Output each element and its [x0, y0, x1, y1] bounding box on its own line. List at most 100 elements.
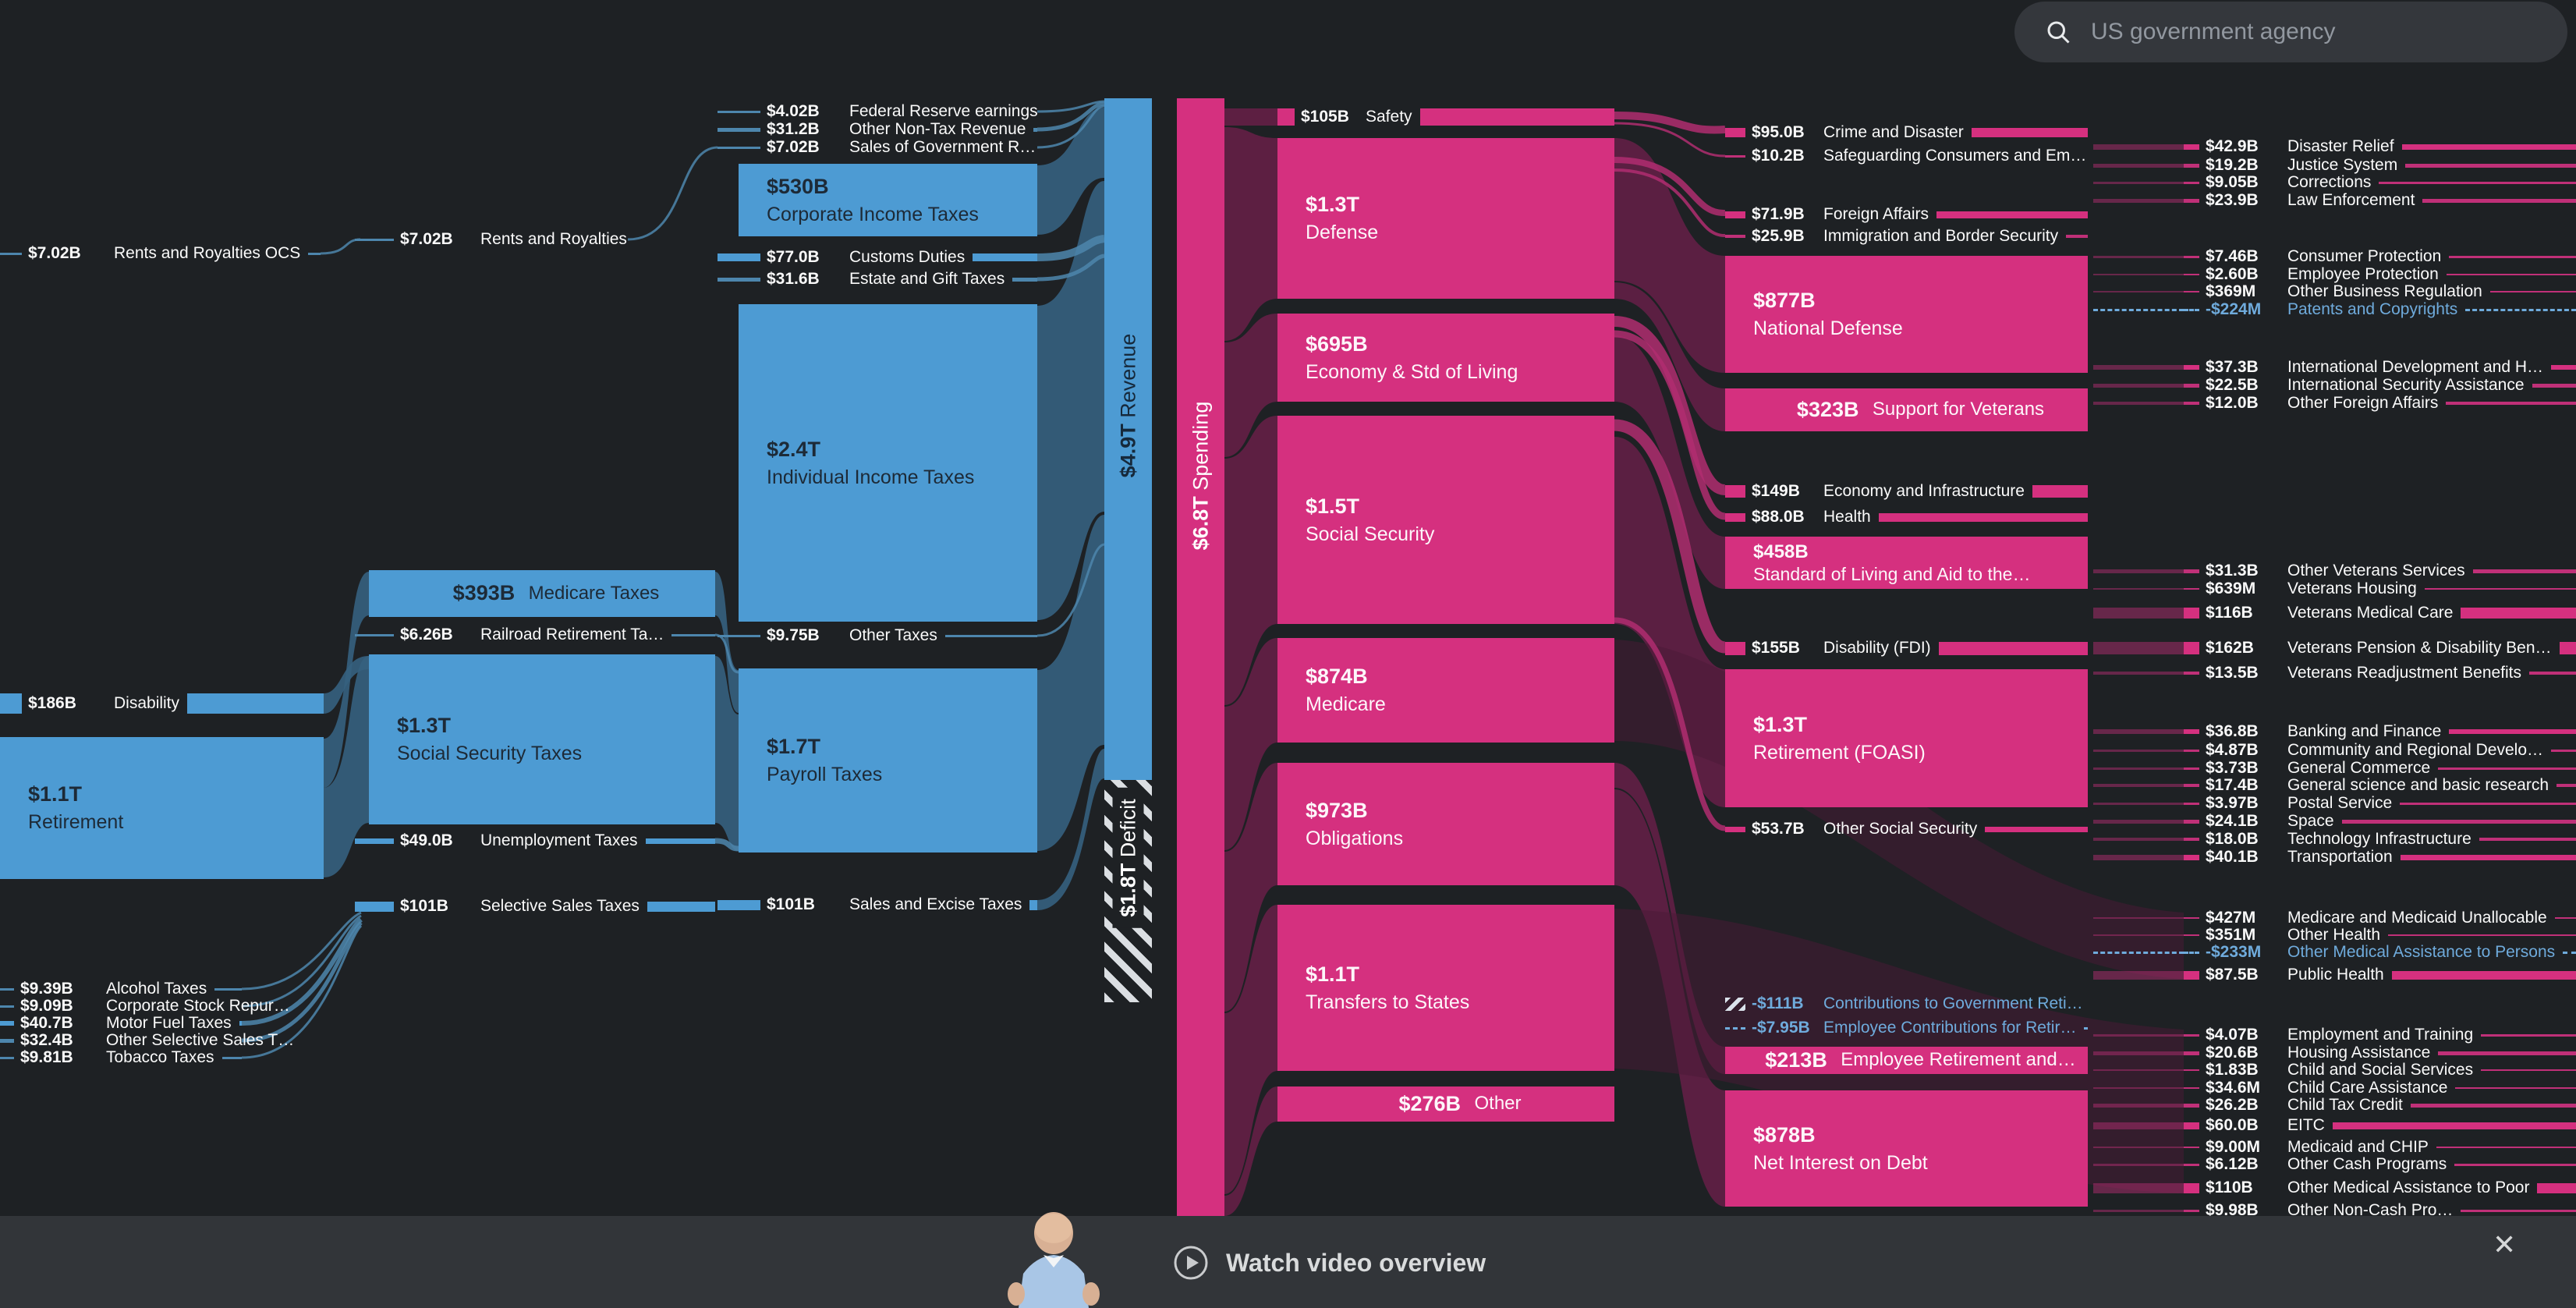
search-input[interactable]: [2089, 18, 2529, 46]
conn-international-development: [2093, 365, 2184, 370]
node-national-defense[interactable]: $877B National Defense: [1725, 256, 2088, 373]
node-federal-reserve-earnings[interactable]: $4.02B Federal Reserve earnings: [718, 100, 1038, 123]
node-patents-and-copyrights[interactable]: -$224M Patents and Copyrights: [2184, 298, 2576, 321]
node-housing-assistance[interactable]: $20.6B Housing Assistance: [2184, 1041, 2576, 1065]
node-other-social-security[interactable]: $53.7B Other Social Security: [1725, 817, 2088, 841]
node-eitc[interactable]: $60.0B EITC: [2184, 1114, 2576, 1137]
node-other-foreign-affairs[interactable]: $12.0B Other Foreign Affairs: [2184, 392, 2576, 415]
node-rents-and-royalties-ocs[interactable]: $7.02B Rents and Royalties OCS: [0, 242, 321, 265]
node-corrections[interactable]: $9.05B Corrections: [2184, 171, 2576, 194]
node-sales-and-excise-taxes[interactable]: $101B Sales and Excise Taxes: [718, 893, 1037, 916]
node-tobacco-taxes[interactable]: $9.81B Tobacco Taxes: [0, 1046, 242, 1069]
node-other-veterans-services[interactable]: $31.3B Other Veterans Services: [2184, 559, 2576, 583]
node-sales-of-government-resources[interactable]: $7.02B Sales of Government R…: [718, 136, 1037, 159]
node-disability-source[interactable]: $186B Disability: [0, 692, 324, 715]
node-other-medical-assistance-to-poor[interactable]: $110B Other Medical Assistance to Poor: [2184, 1176, 2576, 1200]
watch-video-label[interactable]: Watch video overview: [1226, 1248, 1486, 1277]
node-veterans-medical-care[interactable]: $116B Veterans Medical Care: [2184, 601, 2576, 625]
node-transfers-to-states[interactable]: $1.1T Transfers to States: [1277, 905, 1614, 1071]
node-other-spending[interactable]: $276B Other: [1277, 1086, 1614, 1122]
bar-revenue-total[interactable]: $4.9T Revenue: [1104, 98, 1152, 780]
node-retirement-foasi[interactable]: $1.3T Retirement (FOASI): [1725, 669, 2088, 807]
node-technology-infrastructure[interactable]: $18.0B Technology Infrastructure: [2184, 828, 2576, 851]
node-individual-income-taxes[interactable]: $2.4T Individual Income Taxes: [739, 304, 1037, 622]
node-public-health[interactable]: $87.5B Public Health: [2184, 963, 2576, 987]
node-general-science-basic-research[interactable]: $17.4B General science and basic research: [2184, 774, 2576, 797]
node-employment-and-training[interactable]: $4.07B Employment and Training: [2184, 1023, 2576, 1047]
node-law-enforcement[interactable]: $23.9B Law Enforcement: [2184, 189, 2576, 212]
node-net-interest-on-debt[interactable]: $878B Net Interest on Debt: [1725, 1090, 2088, 1207]
node-space[interactable]: $24.1B Space: [2184, 810, 2576, 833]
node-obligations[interactable]: $973B Obligations: [1277, 763, 1614, 885]
node-selective-sales-taxes[interactable]: $101B Selective Sales Taxes: [355, 895, 715, 918]
node-postal-service[interactable]: $3.97B Postal Service: [2184, 792, 2576, 815]
node-employee-protection[interactable]: $2.60B Employee Protection: [2184, 263, 2576, 286]
node-justice-system[interactable]: $19.2B Justice System: [2184, 154, 2576, 177]
bar-deficit-total[interactable]: $1.8T Deficit: [1104, 780, 1152, 1002]
node-child-and-social-services[interactable]: $1.83B Child and Social Services: [2184, 1058, 2576, 1082]
node-employee-retirement[interactable]: $213B Employee Retirement and…: [1725, 1047, 2088, 1074]
veterans-medical-care-value: $116B: [2206, 604, 2253, 622]
node-defense[interactable]: $1.3T Defense: [1277, 138, 1614, 299]
node-social-security-taxes[interactable]: $1.3T Social Security Taxes: [369, 654, 715, 824]
node-motor-fuel-taxes[interactable]: $40.7B Motor Fuel Taxes: [0, 1012, 242, 1035]
node-other-medical-assistance-to-persons[interactable]: -$233M Other Medical Assistance to Person…: [2184, 941, 2576, 964]
node-veterans-readjustment-benefits[interactable]: $13.5B Veterans Readjustment Benefits: [2184, 661, 2576, 685]
search-box[interactable]: [2014, 2, 2567, 62]
node-economy-std-of-living[interactable]: $695B Economy & Std of Living: [1277, 314, 1614, 402]
node-medicare-taxes[interactable]: $393B Medicare Taxes: [369, 570, 715, 617]
node-foreign-affairs[interactable]: $71.9B Foreign Affairs: [1725, 203, 2088, 226]
node-banking-and-finance[interactable]: $36.8B Banking and Finance: [2184, 720, 2576, 743]
node-veterans-housing[interactable]: $639M Veterans Housing: [2184, 577, 2576, 601]
node-retirement[interactable]: $1.1T Retirement: [0, 737, 324, 879]
node-payroll-taxes[interactable]: $1.7T Payroll Taxes: [739, 668, 1037, 853]
node-veterans-pension-disability[interactable]: $162B Veterans Pension & Disability Ben…: [2184, 636, 2576, 660]
node-other-business-regulation[interactable]: $369M Other Business Regulation: [2184, 280, 2576, 303]
node-transportation[interactable]: $40.1B Transportation: [2184, 845, 2576, 869]
node-rents-and-royalties[interactable]: $7.02B Rents and Royalties: [355, 228, 628, 251]
node-medicaid-and-chip[interactable]: $9.00M Medicaid and CHIP: [2184, 1136, 2576, 1159]
node-employee-contributions-for-retirement[interactable]: -$7.95B Employee Contributions for Retir…: [1725, 1016, 2088, 1040]
node-other-non-cash-programs[interactable]: $9.98B Other Non-Cash Pro…: [2184, 1199, 2576, 1222]
node-crime-and-disaster[interactable]: $95.0B Crime and Disaster: [1725, 121, 2088, 144]
node-economy-and-infrastructure[interactable]: $149B Economy and Infrastructure: [1725, 480, 2088, 503]
node-other-health[interactable]: $351M Other Health: [2184, 923, 2576, 947]
node-international-development[interactable]: $37.3B International Development and H…: [2184, 356, 2576, 379]
node-corporate-income-taxes[interactable]: $530B Corporate Income Taxes: [739, 164, 1037, 236]
node-child-care-assistance[interactable]: $34.6M Child Care Assistance: [2184, 1076, 2576, 1100]
node-other-cash-programs[interactable]: $6.12B Other Cash Programs: [2184, 1153, 2576, 1176]
node-other-non-tax-revenue[interactable]: $31.2B Other Non-Tax Revenue: [718, 118, 1037, 141]
node-health[interactable]: $88.0B Health: [1725, 505, 2088, 529]
close-icon[interactable]: ✕: [2493, 1228, 2517, 1260]
node-medicare[interactable]: $874B Medicare: [1277, 638, 1614, 743]
node-medicare-and-medicaid-unallocable[interactable]: $427M Medicare and Medicaid Unallocable: [2184, 906, 2576, 930]
social-security-taxes-value: $1.3T: [397, 714, 452, 738]
node-international-security-assistance[interactable]: $22.5B International Security Assistance: [2184, 374, 2576, 397]
node-general-commerce[interactable]: $3.73B General Commerce: [2184, 757, 2576, 780]
bar-spending-total[interactable]: $6.8T Spending: [1177, 98, 1224, 1216]
node-customs-duties[interactable]: $77.0B Customs Duties: [718, 246, 1037, 269]
node-social-security[interactable]: $1.5T Social Security: [1277, 416, 1614, 624]
node-immigration-and-border-security[interactable]: $25.9B Immigration and Border Security: [1725, 225, 2088, 248]
node-estate-and-gift-taxes[interactable]: $31.6B Estate and Gift Taxes: [718, 268, 1037, 291]
video-overlay-bar[interactable]: [0, 1216, 2576, 1308]
presenter-photo: [1008, 1212, 1100, 1308]
node-support-for-veterans[interactable]: $323B Support for Veterans: [1725, 388, 2088, 431]
node-consumer-protection[interactable]: $7.46B Consumer Protection: [2184, 245, 2576, 268]
node-disability-fdi[interactable]: $155B Disability (FDI): [1725, 636, 2088, 660]
node-railroad-retirement-taxes[interactable]: $6.26B Railroad Retirement Ta…: [355, 623, 715, 647]
node-disaster-relief[interactable]: $42.9B Disaster Relief: [2184, 135, 2576, 158]
node-standard-of-living-aid[interactable]: $458B Standard of Living and Aid to the…: [1725, 537, 2088, 589]
node-safety[interactable]: $105B Safety: [1277, 105, 1614, 129]
node-other-taxes[interactable]: $9.75B Other Taxes: [718, 624, 1037, 647]
play-icon[interactable]: [1173, 1245, 1209, 1281]
node-corporate-stock-repurchases[interactable]: $9.09B Corporate Stock Repur…: [0, 994, 290, 1018]
node-other-selective-sales-taxes[interactable]: $32.4B Other Selective Sales T…: [0, 1029, 294, 1052]
node-contributions-to-government-retirement[interactable]: -$111B Contributions to Government Reti…: [1725, 992, 2088, 1016]
medicare-and-medicaid-unallocable-bar: [2554, 917, 2576, 919]
node-alcohol-taxes[interactable]: $9.39B Alcohol Taxes: [0, 977, 242, 1001]
node-safeguarding-consumers[interactable]: $10.2B Safeguarding Consumers and Em…: [1725, 144, 2088, 168]
node-child-tax-credit[interactable]: $26.2B Child Tax Credit: [2184, 1094, 2576, 1117]
node-community-and-regional-development[interactable]: $4.87B Community and Regional Develo…: [2184, 739, 2576, 762]
node-unemployment-taxes[interactable]: $49.0B Unemployment Taxes: [355, 829, 715, 853]
